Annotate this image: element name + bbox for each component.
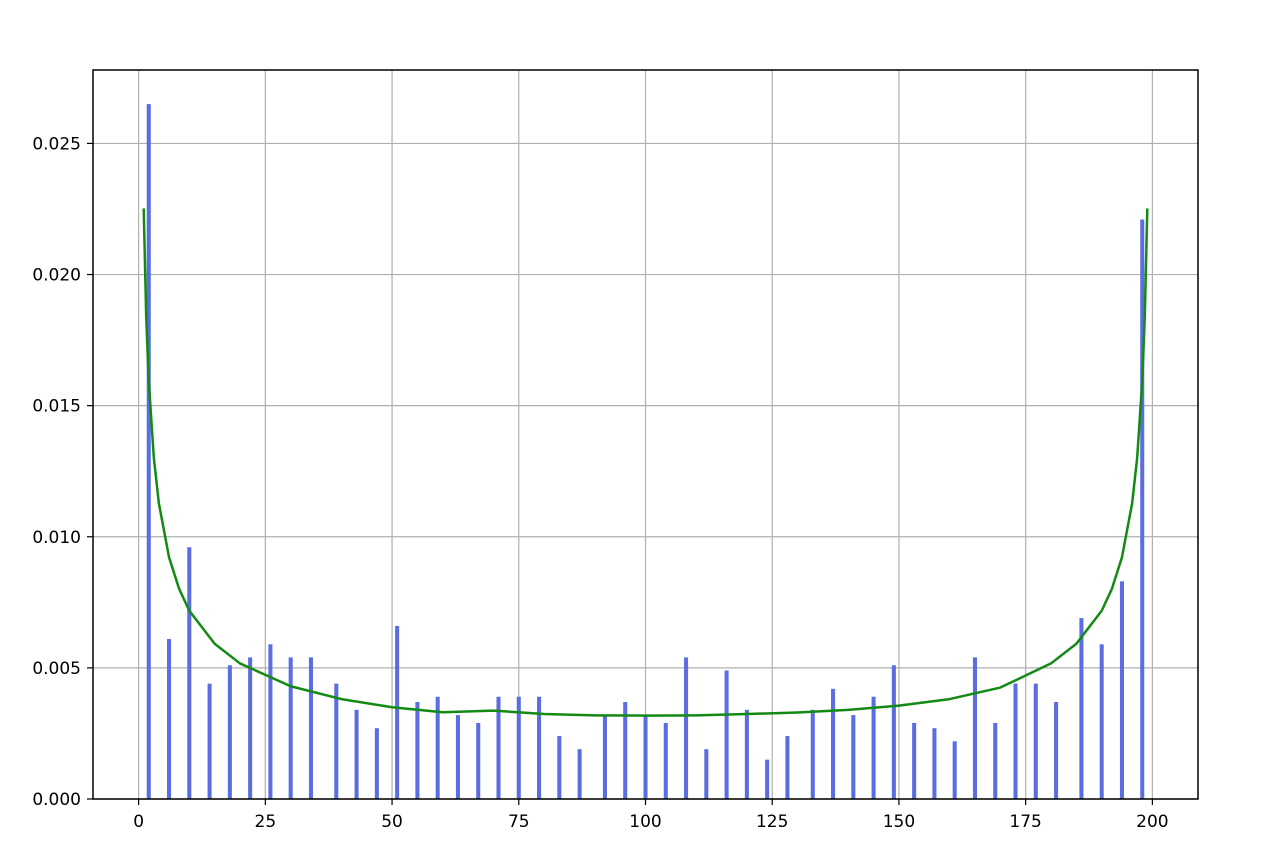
x-tick-label: 0 xyxy=(133,812,144,832)
histogram-bar xyxy=(476,722,481,799)
histogram-bar xyxy=(851,715,856,799)
x-tick-label: 150 xyxy=(883,812,915,832)
histogram-bar xyxy=(395,625,400,799)
y-tick-label: 0.000 xyxy=(32,790,81,810)
y-tick-label: 0.010 xyxy=(32,528,81,548)
x-tick-label: 200 xyxy=(1136,812,1168,832)
histogram-bar xyxy=(871,696,876,799)
histogram-bar xyxy=(435,696,440,799)
histogram-bar xyxy=(187,547,192,799)
histogram-bar xyxy=(1079,618,1084,799)
histogram-bar xyxy=(912,722,917,799)
histogram-bar xyxy=(602,715,607,799)
histogram-bar xyxy=(643,715,648,799)
histogram-bar xyxy=(952,741,957,799)
histogram-bar xyxy=(744,709,749,799)
histogram-bar xyxy=(268,644,273,799)
histogram-bar xyxy=(374,728,379,799)
x-axis: 0 25 50 75 100 125 150 175 200 xyxy=(133,799,1169,832)
histogram-bar xyxy=(831,688,836,799)
y-axis: 0.000 0.005 0.010 0.015 0.020 0.025 xyxy=(32,134,93,810)
histogram-bar xyxy=(577,749,582,799)
histogram-bar xyxy=(972,657,977,799)
histogram-bar xyxy=(810,709,815,799)
histogram-bar xyxy=(288,657,293,799)
histogram-bar xyxy=(146,104,151,800)
histogram-bar xyxy=(207,683,212,799)
histogram-bar xyxy=(1099,644,1104,799)
histogram-bar xyxy=(623,701,628,799)
histogram-bar xyxy=(537,696,542,799)
histogram-bar xyxy=(1013,683,1018,799)
grid xyxy=(93,70,1198,800)
histogram-bar xyxy=(354,709,359,799)
histogram-bar xyxy=(557,736,562,799)
histogram-bar xyxy=(1119,581,1124,799)
histogram-bar xyxy=(308,657,313,799)
histogram-bar xyxy=(227,665,232,799)
y-tick-label: 0.020 xyxy=(32,266,81,286)
histogram-bar xyxy=(765,759,770,799)
histogram-bar xyxy=(516,696,521,799)
x-tick-label: 125 xyxy=(756,812,788,832)
x-tick-label: 100 xyxy=(629,812,661,832)
histogram-bar xyxy=(1140,219,1145,800)
histogram-bar xyxy=(785,736,790,799)
histogram-bar xyxy=(993,722,998,799)
histogram-bar xyxy=(167,639,172,799)
histogram-bar xyxy=(891,665,896,799)
bar-series xyxy=(146,104,1145,800)
histogram-bar xyxy=(724,670,729,799)
histogram-bar xyxy=(248,657,253,799)
y-tick-label: 0.005 xyxy=(32,659,81,679)
histogram-bar xyxy=(415,701,420,799)
histogram-bar xyxy=(932,728,937,799)
histogram-bar xyxy=(455,715,460,799)
curve-series xyxy=(142,208,1149,717)
histogram-bar xyxy=(704,749,709,799)
histogram-bar xyxy=(663,722,668,799)
histogram-bar xyxy=(496,696,501,799)
x-tick-label: 175 xyxy=(1009,812,1041,832)
y-tick-label: 0.015 xyxy=(32,397,81,417)
histogram-bar xyxy=(1054,701,1059,799)
y-tick-label: 0.025 xyxy=(32,134,81,154)
histogram-bar xyxy=(334,683,339,799)
density-curve xyxy=(142,208,1149,717)
x-tick-label: 25 xyxy=(255,812,277,832)
x-tick-label: 50 xyxy=(381,812,403,832)
histogram-bar xyxy=(1033,683,1038,799)
histogram-bar xyxy=(684,657,689,799)
x-tick-label: 75 xyxy=(508,812,530,832)
